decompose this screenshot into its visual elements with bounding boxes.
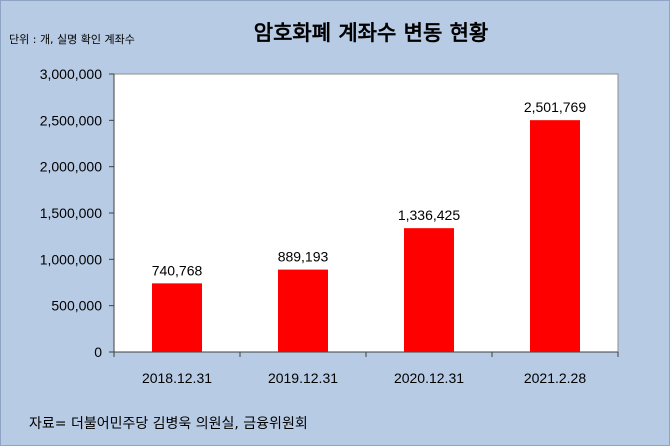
source-note: 자료= 더불어민주당 김병욱 의원실, 금융위원회	[29, 416, 308, 432]
y-tick-label: 2,000,000	[40, 159, 102, 175]
data-label: 740,768	[152, 262, 203, 278]
bar	[278, 269, 328, 352]
y-tick-label: 500,000	[51, 298, 102, 314]
x-tick-label: 2018.12.31	[142, 370, 212, 386]
unit-note: 단위 : 개, 실명 확인 계좌수	[9, 33, 135, 46]
y-tick-label: 0	[94, 344, 102, 360]
y-tick-label: 1,500,000	[40, 205, 102, 221]
x-tick-label: 2019.12.31	[268, 370, 338, 386]
data-label: 889,193	[278, 249, 329, 265]
data-label: 1,336,425	[398, 207, 460, 223]
y-tick-label: 3,000,000	[40, 66, 102, 82]
y-tick-label: 1,000,000	[40, 251, 102, 267]
x-tick-label: 2021.2.28	[524, 370, 586, 386]
chart-title: 암호화폐 계좌수 변동 현황	[253, 21, 489, 45]
y-tick-label: 2,500,000	[40, 112, 102, 128]
bar	[152, 283, 202, 352]
bar	[530, 120, 580, 352]
bar	[404, 228, 454, 352]
x-tick-label: 2020.12.31	[394, 370, 464, 386]
data-label: 2,501,769	[524, 99, 586, 115]
